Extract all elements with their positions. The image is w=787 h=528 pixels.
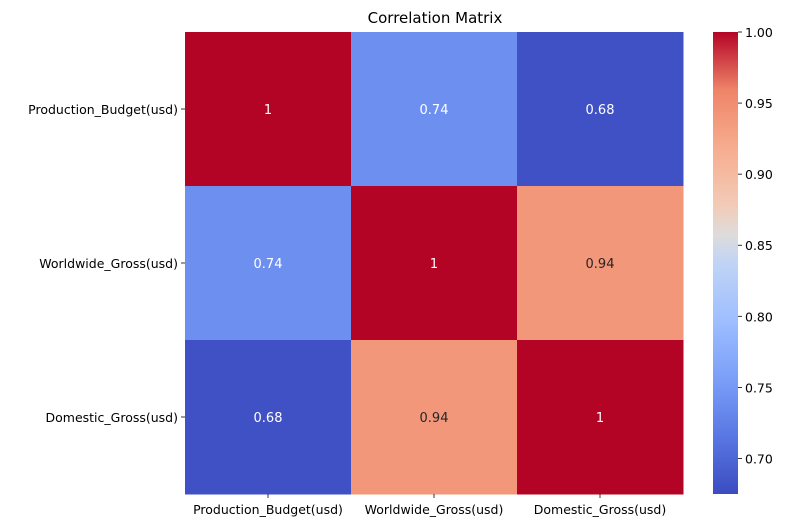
heatmap-cell <box>185 32 352 187</box>
chart-title: Correlation Matrix <box>368 9 503 27</box>
colorbar-tick-label: 0.75 <box>745 380 773 395</box>
x-tick-label: Production_Budget(usd) <box>193 502 343 517</box>
heatmap-cell <box>517 186 684 341</box>
y-tick-label: Worldwide_Gross(usd) <box>39 256 178 271</box>
colorbar-tick-label: 0.70 <box>745 451 773 466</box>
colorbar-ticks: 0.70 0.75 0.80 0.85 0.90 0.95 1.00 <box>738 25 773 466</box>
cell-value-label: 0.74 <box>254 257 283 272</box>
colorbar <box>713 32 738 494</box>
colorbar-tick-label: 0.90 <box>745 167 773 182</box>
heatmap-cell <box>517 32 684 187</box>
cell-value-label: 0.68 <box>586 103 615 118</box>
cell-value-label: 0.94 <box>420 411 449 426</box>
cell-value-label: 1 <box>430 257 438 272</box>
y-tick-label: Production_Budget(usd) <box>28 102 178 117</box>
x-tick-labels: Production_Budget(usd) Worldwide_Gross(us… <box>193 494 666 517</box>
heatmap-cells: 1 0.74 0.68 0.74 1 0.94 0.68 0.94 1 <box>185 32 684 495</box>
y-tick-labels: Production_Budget(usd) Worldwide_Gross(us… <box>28 102 185 425</box>
y-tick-label: Domestic_Gross(usd) <box>46 410 179 425</box>
heatmap-cell <box>517 340 684 495</box>
cell-value-label: 1 <box>596 411 604 426</box>
colorbar-tick-label: 0.95 <box>745 96 773 111</box>
cell-value-label: 1 <box>264 103 272 118</box>
cell-value-label: 0.68 <box>254 411 283 426</box>
heatmap-cell <box>185 340 352 495</box>
colorbar-tick-label: 0.85 <box>745 238 773 253</box>
heatmap-cell <box>185 186 352 341</box>
colorbar-tick-label: 1.00 <box>745 25 773 40</box>
heatmap-cell <box>351 32 518 187</box>
heatmap-cell <box>351 340 518 495</box>
x-tick-label: Domestic_Gross(usd) <box>534 502 667 517</box>
x-tick-label: Worldwide_Gross(usd) <box>365 502 504 517</box>
cell-value-label: 0.74 <box>420 103 449 118</box>
cell-value-label: 0.94 <box>586 257 615 272</box>
heatmap-cell <box>351 186 518 341</box>
colorbar-tick-label: 0.80 <box>745 309 773 324</box>
